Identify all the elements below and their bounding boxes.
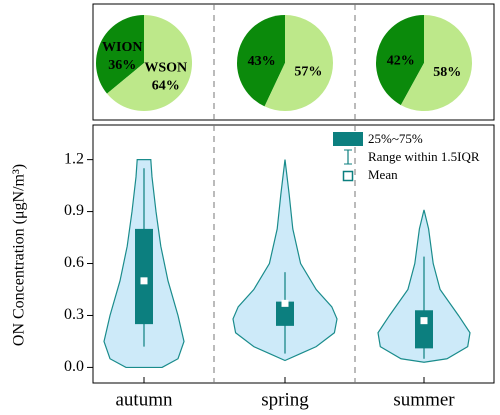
pie-value-label: 43% — [248, 54, 276, 69]
pie-label: WION — [102, 40, 142, 55]
pie-slice — [375, 15, 424, 106]
box — [415, 310, 433, 349]
pie-value-label: 42% — [387, 53, 415, 68]
pie-value-label: 36% — [108, 58, 136, 73]
pie-slice — [107, 15, 192, 111]
mean-marker — [140, 277, 148, 285]
legend-box-icon — [333, 132, 363, 146]
pie-frame — [92, 3, 495, 121]
pie-slice — [236, 15, 285, 107]
violin — [232, 159, 338, 362]
pie-slice — [264, 15, 333, 111]
legend-label: Range within 1.5IQR — [368, 149, 480, 164]
pie-value-label: 58% — [433, 65, 461, 80]
x-tick-label: spring — [261, 389, 309, 410]
mean-marker — [281, 299, 289, 307]
legend-mean-icon — [342, 170, 354, 182]
box — [276, 301, 294, 326]
x-tick-label: summer — [393, 389, 455, 410]
legend-label: Mean — [368, 167, 398, 182]
x-tick-label: autumn — [116, 389, 173, 410]
mean-marker — [420, 317, 428, 325]
y-axis-label: ON Concentration (μgN/m³) — [11, 164, 28, 346]
pie-label: WSON — [144, 60, 187, 75]
pie-value-label: 57% — [294, 64, 322, 79]
box — [135, 228, 153, 325]
pie-slice — [400, 15, 472, 111]
pie-value-label: 64% — [152, 78, 180, 93]
legend-label: 25%~75% — [368, 131, 423, 146]
plot-frame — [92, 124, 495, 384]
y-tick-label: 0.6 — [64, 254, 84, 271]
y-tick-label: 0.9 — [64, 202, 84, 219]
y-tick-label: 0.3 — [64, 306, 84, 323]
y-tick-label: 1.2 — [64, 150, 84, 167]
y-tick-label: 0.0 — [64, 358, 84, 375]
pie-slice — [95, 15, 144, 94]
